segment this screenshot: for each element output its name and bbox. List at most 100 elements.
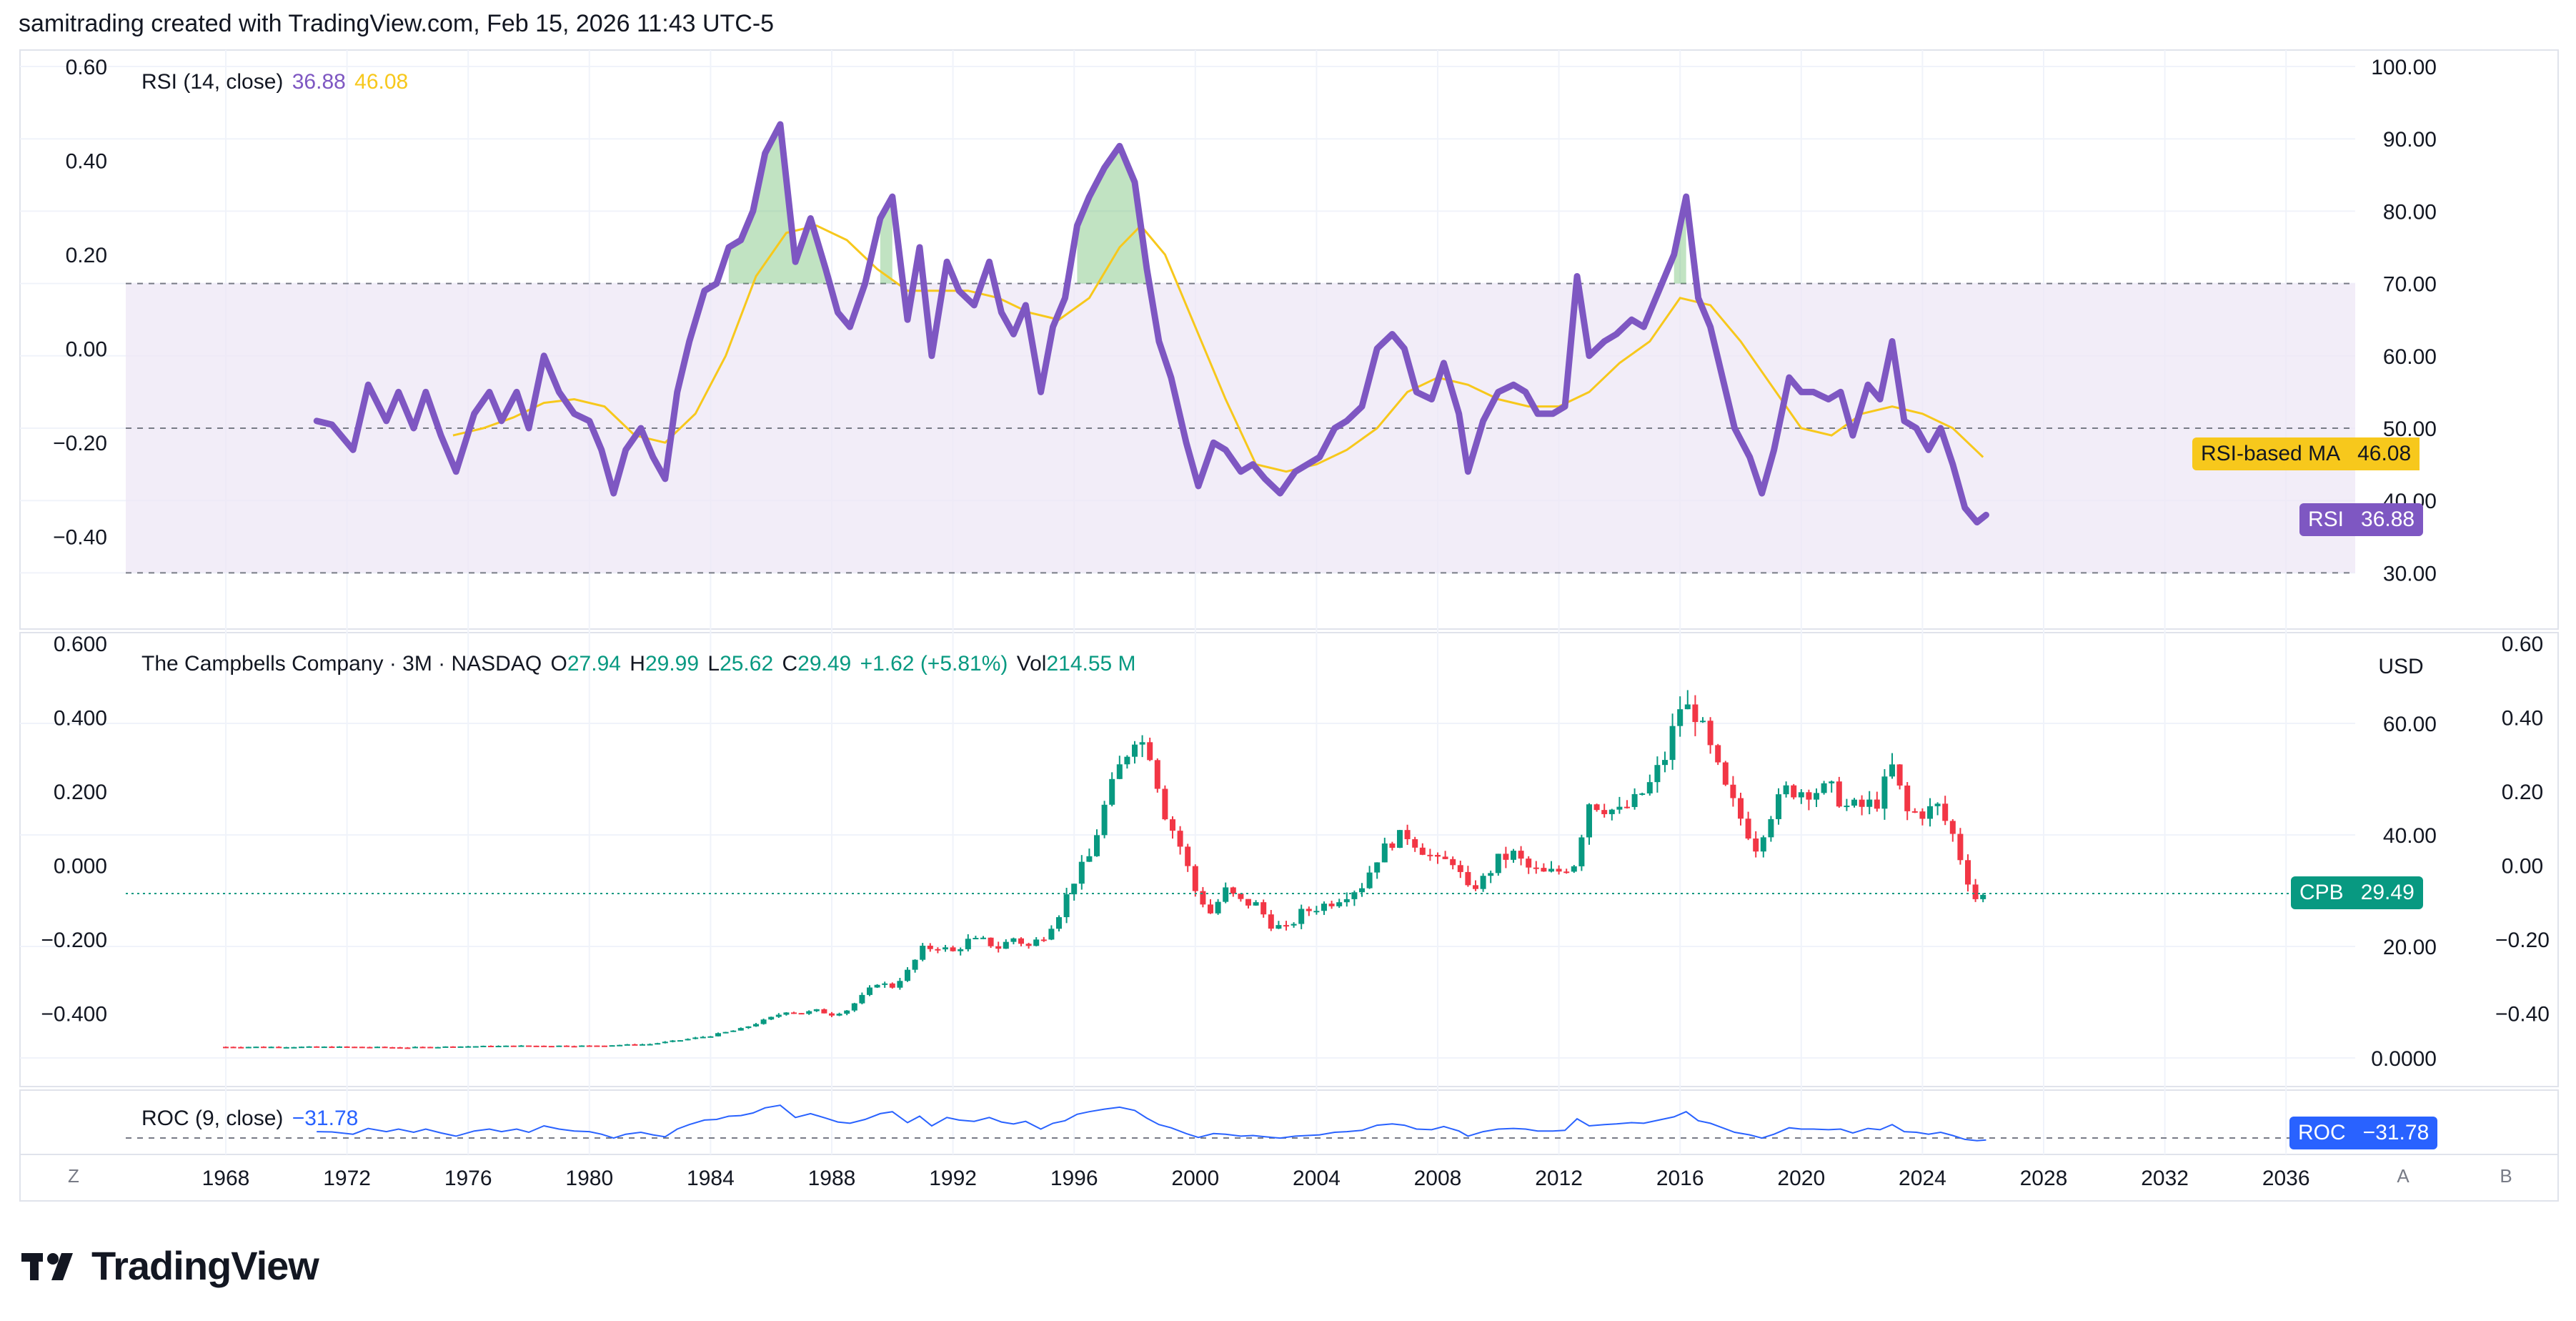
candle-body	[602, 1045, 607, 1047]
x-tick-label: 1992	[929, 1167, 977, 1190]
candle-body	[624, 1044, 630, 1046]
tradingview-logo[interactable]: TradingView	[21, 1242, 319, 1289]
candle-body	[783, 1012, 790, 1015]
candle-body	[988, 937, 994, 946]
candle-body	[715, 1033, 721, 1036]
candle-body	[579, 1045, 585, 1047]
candle-body	[1275, 925, 1282, 929]
candle-body	[1730, 784, 1736, 798]
candle-body	[670, 1040, 676, 1042]
auto-scale-button[interactable]: A	[2397, 1165, 2410, 1187]
candle-body	[533, 1045, 539, 1047]
candle-body	[1919, 811, 1926, 819]
candle-body	[935, 949, 941, 951]
rsi-right-tick: 70.00	[2383, 273, 2437, 297]
candle-body	[450, 1046, 456, 1048]
candle-body	[1086, 856, 1093, 862]
candle-body	[1776, 794, 1781, 819]
candle-body	[1488, 873, 1494, 876]
candle-body	[753, 1024, 759, 1026]
roc-pane[interactable]	[126, 1104, 2355, 1142]
low-label: L	[707, 652, 720, 676]
candle-body	[412, 1047, 418, 1049]
candle-body	[1578, 837, 1585, 866]
price-left-tick: −0.200	[41, 929, 107, 952]
scale-options-button[interactable]: B	[2500, 1165, 2512, 1187]
candle-body	[1306, 909, 1312, 911]
candle-body	[223, 1047, 229, 1049]
roc-legend-label: ROC (9, close)	[141, 1107, 284, 1130]
candle-body	[1374, 862, 1381, 873]
x-tick-label: 2012	[1535, 1167, 1583, 1190]
candle-body	[1063, 894, 1070, 918]
candle-body	[1253, 902, 1259, 906]
candle-body	[245, 1047, 252, 1049]
candle-body	[1654, 765, 1661, 783]
candle-body	[1094, 835, 1100, 856]
candle-body	[1722, 762, 1729, 785]
candle-body	[1836, 781, 1842, 807]
candle-body	[1806, 792, 1812, 800]
rsi-right-tick: 60.00	[2383, 345, 2437, 369]
candle-body	[1404, 830, 1411, 839]
zoom-button[interactable]: Z	[68, 1165, 79, 1187]
candle-body	[1177, 831, 1183, 847]
candle-body	[1040, 939, 1047, 941]
symbol-name[interactable]: The Campbells Company · 3M · NASDAQ	[141, 652, 542, 676]
rsi-legend: RSI (14, close) 36.88 46.08	[141, 70, 411, 94]
candle-body	[806, 1011, 812, 1014]
candle-body	[1814, 793, 1819, 800]
candle-body	[344, 1046, 350, 1048]
candle-body	[1965, 860, 1971, 885]
candle-body	[1533, 867, 1539, 869]
candle-body	[1132, 744, 1138, 757]
candle-body	[556, 1045, 562, 1047]
candle-body	[1859, 799, 1865, 807]
tradingview-logo-text: TradingView	[91, 1243, 319, 1288]
price-right-tick: 20.00	[2383, 936, 2437, 959]
price-left-tick: 0.200	[54, 781, 107, 804]
candle-body	[1078, 861, 1085, 884]
candle-body	[1336, 902, 1343, 906]
candle-body	[851, 1003, 857, 1011]
x-tick-label: 2024	[1899, 1167, 1946, 1190]
candle-body	[1359, 888, 1365, 893]
candle-body	[836, 1014, 842, 1016]
candle-body	[1442, 856, 1448, 859]
rsi-line	[313, 121, 1989, 526]
candle-body	[404, 1047, 411, 1049]
candle-body	[1927, 806, 1933, 819]
rsi-price-tag: RSI 36.88	[2299, 503, 2424, 536]
candle-body	[1283, 925, 1289, 927]
candle-body	[1942, 803, 1949, 821]
candle-body	[1260, 902, 1267, 915]
cpb-tag-value: 29.49	[2360, 881, 2415, 904]
candle-body	[1412, 838, 1418, 848]
currency-button[interactable]: USD	[2355, 642, 2447, 692]
candle-body	[1563, 871, 1570, 874]
roc-price-tag: ROC −31.78	[2289, 1117, 2438, 1149]
candle-body	[768, 1016, 775, 1020]
candle-body	[1419, 847, 1426, 855]
candle-body	[1010, 938, 1017, 942]
candle-body	[1170, 819, 1175, 831]
candle-body	[958, 949, 964, 951]
candle-body	[1791, 785, 1797, 798]
candle-body	[1366, 872, 1373, 889]
x-tick-label: 1984	[687, 1167, 735, 1190]
candle-body	[1109, 778, 1115, 805]
candle-body	[526, 1045, 532, 1047]
candle-body	[337, 1046, 342, 1048]
candle-body	[1677, 709, 1684, 726]
candle-body	[1738, 798, 1744, 819]
candle-body	[1048, 929, 1055, 940]
price-pane[interactable]	[126, 690, 2355, 1049]
candle-body	[1018, 938, 1024, 944]
candle-body	[321, 1047, 327, 1049]
candle-body	[1185, 846, 1191, 866]
candle-body	[1662, 760, 1668, 766]
candle-body	[1101, 804, 1108, 836]
candle-body	[472, 1046, 479, 1048]
rsi-pane[interactable]	[126, 121, 2355, 574]
